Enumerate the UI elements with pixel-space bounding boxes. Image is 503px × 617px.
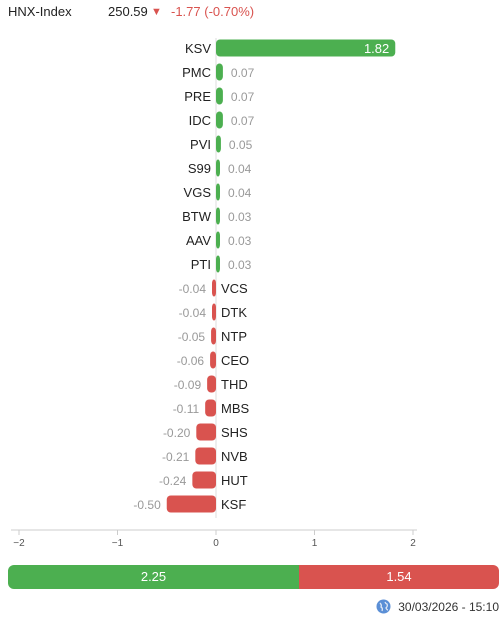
value-label-s99: 0.04 xyxy=(228,162,252,176)
value-label-idc: 0.07 xyxy=(231,114,255,128)
category-label-vcs: VCS xyxy=(221,281,248,296)
bar-nvb xyxy=(195,447,216,465)
category-label-mbs: MBS xyxy=(221,401,250,416)
bar-shs xyxy=(196,423,216,441)
bar-dtk xyxy=(212,303,216,321)
category-label-thd: THD xyxy=(221,377,248,392)
category-label-btw: BTW xyxy=(182,209,212,224)
bar-ksf xyxy=(166,495,216,513)
category-label-shs: SHS xyxy=(221,425,248,440)
value-label-hut: -0.24 xyxy=(159,474,187,488)
value-label-ceo: -0.06 xyxy=(177,354,205,368)
bar-ceo xyxy=(210,351,216,369)
category-label-pmc: PMC xyxy=(182,65,211,80)
value-label-pmc: 0.07 xyxy=(231,66,255,80)
triangle-down-icon: ▼ xyxy=(151,6,162,18)
bar-idc xyxy=(216,111,223,129)
category-label-ceo: CEO xyxy=(221,353,249,368)
x-tick-label: 1 xyxy=(312,538,318,549)
value-label-pti: 0.03 xyxy=(228,258,252,272)
value-label-thd: -0.09 xyxy=(174,378,202,392)
bar-btw xyxy=(216,207,220,225)
category-label-hut: HUT xyxy=(221,473,248,488)
bar-ksv xyxy=(216,39,396,57)
bar-mbs xyxy=(205,399,216,417)
breadth-decline-label: 1.54 xyxy=(386,569,412,584)
timestamp: 30/03/2026 - 15:10 xyxy=(398,600,499,614)
bar-pvi xyxy=(216,135,221,153)
value-label-btw: 0.03 xyxy=(228,210,252,224)
value-label-shs: -0.20 xyxy=(163,426,191,440)
category-label-ksf: KSF xyxy=(221,497,246,512)
bar-pre xyxy=(216,87,223,105)
bar-thd xyxy=(207,375,216,393)
index-value: 250.59 xyxy=(108,4,148,19)
value-label-aav: 0.03 xyxy=(228,234,252,248)
index-name: HNX-Index xyxy=(8,4,72,19)
bar-pmc xyxy=(216,63,223,81)
x-tick-label: 0 xyxy=(213,538,219,549)
value-label-ksv: 1.82 xyxy=(364,41,389,56)
x-tick-label: −2 xyxy=(13,538,25,549)
category-label-ntp: NTP xyxy=(221,329,247,344)
bar-hut xyxy=(192,471,216,489)
globe-icon xyxy=(376,599,391,617)
category-label-pvi: PVI xyxy=(190,137,211,152)
category-label-idc: IDC xyxy=(189,113,211,128)
bar-pti xyxy=(216,255,220,273)
update-footer: 30/03/2026 - 15:10 xyxy=(376,599,499,617)
contribution-bar-chart: KSV 1.82 PMC 0.07 PRE 0.07 IDC 0.07 PVI 0.05 S99 0.… xyxy=(11,38,417,549)
value-label-pvi: 0.05 xyxy=(229,138,253,152)
value-label-nvb: -0.21 xyxy=(162,450,190,464)
category-label-dtk: DTK xyxy=(221,305,247,320)
breadth-advance-label: 2.25 xyxy=(140,569,167,584)
bar-vgs xyxy=(216,183,220,201)
market-breadth-bar: 2.25 1.54 xyxy=(8,565,499,589)
value-label-ksf: -0.50 xyxy=(133,498,161,512)
x-tick-label: −1 xyxy=(112,538,124,549)
bar-s99 xyxy=(216,159,220,177)
category-label-s99: S99 xyxy=(188,161,211,176)
breadth-advance-segment: 2.25 xyxy=(8,565,299,589)
category-label-ksv: KSV xyxy=(185,41,211,56)
value-label-mbs: -0.11 xyxy=(173,402,200,416)
breadth-decline-segment: 1.54 xyxy=(299,565,499,589)
value-label-dtk: -0.04 xyxy=(179,306,207,320)
category-label-vgs: VGS xyxy=(184,185,212,200)
category-label-nvb: NVB xyxy=(221,449,248,464)
index-change: -1.77 (-0.70%) xyxy=(171,4,255,19)
value-label-vcs: -0.04 xyxy=(179,282,207,296)
value-label-pre: 0.07 xyxy=(231,90,255,104)
x-tick-label: 2 xyxy=(410,538,416,549)
bar-vcs xyxy=(212,279,216,297)
bar-aav xyxy=(216,231,220,249)
bar-ntp xyxy=(211,327,216,345)
value-label-vgs: 0.04 xyxy=(228,186,252,200)
category-label-pre: PRE xyxy=(184,89,211,104)
category-label-pti: PTI xyxy=(191,257,211,272)
value-label-ntp: -0.05 xyxy=(178,330,206,344)
category-label-aav: AAV xyxy=(186,233,211,248)
